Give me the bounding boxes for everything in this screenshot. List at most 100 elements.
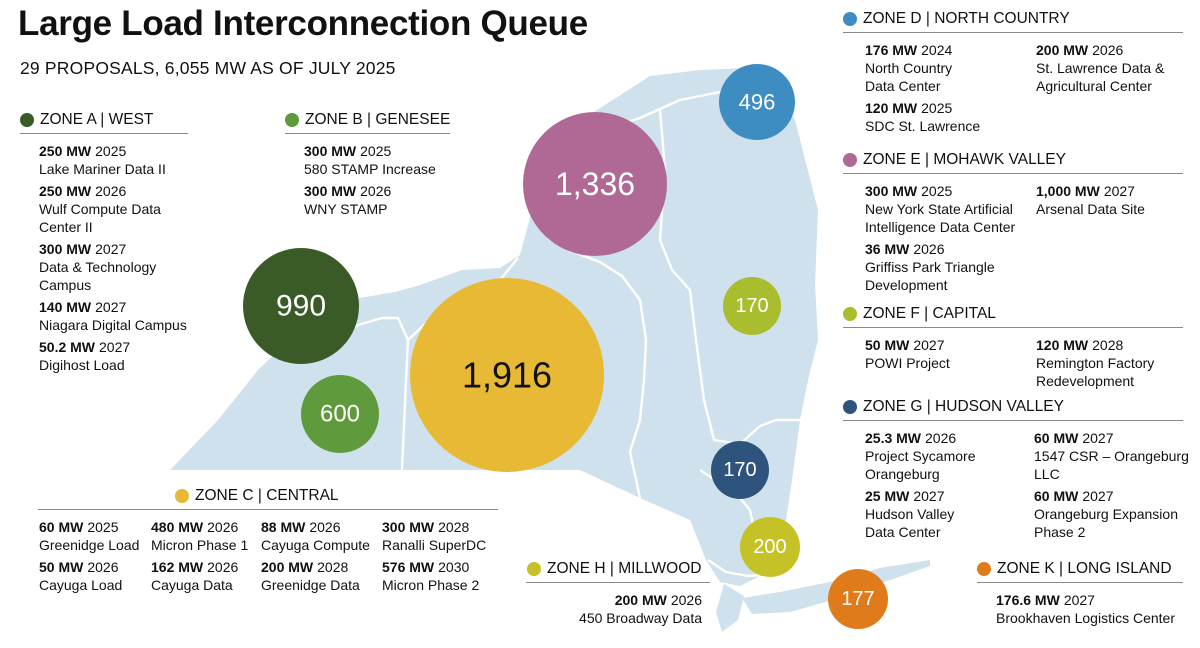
zone-h-header: ZONE H | MILLWOOD	[526, 560, 710, 583]
list-item: 120 MW 2028 Remington Factory Redevelopmen…	[1036, 337, 1155, 389]
zone-f-dot-icon	[843, 307, 857, 321]
list-item: 176 MW 2024 North Country Data Center	[865, 42, 953, 94]
bubble-zone-d-circle	[719, 64, 795, 140]
zone-d-dot-icon	[843, 12, 857, 26]
zone-g-panel: ZONE G | HUDSON VALLEY 25.3 MW 2026 Projec…	[843, 398, 1189, 545]
page-title: Large Load Interconnection Queue	[18, 4, 588, 43]
zone-a-header: ZONE A | WEST	[20, 111, 188, 134]
bubble-zone-b: 600	[301, 375, 379, 453]
zone-f-panel: ZONE F | CAPITAL 50 MW 2027 POWI Project 1…	[843, 305, 1183, 394]
bubble-zone-c-circle	[410, 278, 604, 472]
zone-e-panel: ZONE E | MOHAWK VALLEY 300 MW 2025 New Yor…	[843, 151, 1183, 298]
bubble-zone-d-value: 496	[739, 90, 776, 115]
list-item: 200 MW 2026 St. Lawrence Data & Agricultur…	[1036, 42, 1165, 94]
list-item: 300 MW 2025 New York State Artificial Inte…	[865, 183, 1016, 235]
zone-b-label: ZONE B | GENESEE	[305, 111, 451, 128]
zone-b-panel: ZONE B | GENESEE 300 MW 2025 580 STAMP Inc…	[285, 111, 450, 222]
bubble-zone-g-value: 170	[723, 459, 756, 481]
zone-d-list: 176 MW 2024 North Country Data Center 200 …	[843, 41, 1183, 139]
list-item: 60 MW 2027 Orangeburg Expansion Phase 2	[1034, 488, 1178, 540]
list-item: 140 MW 2027 Niagara Digital Campus	[39, 299, 187, 333]
zone-e-dot-icon	[843, 153, 857, 167]
zone-a-dot-icon	[20, 113, 34, 127]
zone-k-list: 176.6 MW 2027 Brookhaven Logistics Center	[977, 591, 1183, 631]
bubble-zone-k-value: 177	[841, 588, 874, 610]
bubble-zone-k: 177	[828, 569, 888, 629]
list-item: 300 MW 2028 Ranalli SuperDC	[382, 519, 487, 553]
list-item: 200 MW 2028 Greenidge Data	[261, 559, 360, 593]
bubble-zone-a: 990	[243, 248, 359, 364]
bubble-zone-h-circle	[740, 517, 800, 577]
zone-f-list: 50 MW 2027 POWI Project 120 MW 2028 Remingto…	[843, 336, 1183, 394]
zone-h-panel: ZONE H | MILLWOOD 200 MW 2026 450 Broadway…	[526, 560, 710, 631]
zone-e-list: 300 MW 2025 New York State Artificial Inte…	[843, 182, 1183, 298]
list-item: 576 MW 2030 Micron Phase 2	[382, 559, 480, 593]
list-item: 300 MW 2026 WNY STAMP	[304, 183, 392, 217]
list-item: 300 MW 2025 580 STAMP Increase	[304, 143, 436, 177]
zone-k-label: ZONE K | LONG ISLAND	[997, 560, 1172, 577]
zone-h-list: 200 MW 2026 450 Broadway Data	[526, 591, 710, 631]
bubble-zone-g: 170	[711, 441, 769, 499]
bubble-zone-b-circle	[301, 375, 379, 453]
list-item: 60 MW 2025 Greenidge Load	[39, 519, 140, 553]
list-item: 88 MW 2026 Cayuga Compute	[261, 519, 370, 553]
list-item: 1,000 MW 2027 Arsenal Data Site	[1036, 183, 1145, 217]
zone-c-list: 60 MW 2025 Greenidge Load 480 MW 2026 Micron…	[38, 518, 498, 598]
zone-g-dot-icon	[843, 400, 857, 414]
zone-a-label: ZONE A | WEST	[40, 111, 154, 128]
bubble-zone-h-value: 200	[753, 536, 786, 558]
zone-b-list: 300 MW 2025 580 STAMP Increase 300 MW 2026 W…	[285, 142, 450, 222]
zone-c-label: ZONE C | CENTRAL	[195, 487, 339, 504]
zone-b-header: ZONE B | GENESEE	[285, 111, 450, 134]
zone-c-dot-icon	[175, 489, 189, 503]
list-item: 200 MW 2026 450 Broadway Data	[579, 592, 702, 626]
zone-g-label: ZONE G | HUDSON VALLEY	[863, 398, 1064, 415]
list-item: 250 MW 2026 Wulf Compute Data Center II	[39, 183, 161, 235]
zone-h-dot-icon	[527, 562, 541, 576]
list-item: 50.2 MW 2027 Digihost Load	[39, 339, 131, 373]
bubble-zone-g-circle	[711, 441, 769, 499]
list-item: 25.3 MW 2026 Project Sycamore Orangeburg	[865, 430, 976, 482]
list-item: 162 MW 2026 Cayuga Data	[151, 559, 239, 593]
border-a-b	[349, 316, 410, 471]
bubble-zone-a-circle	[243, 248, 359, 364]
zone-k-dot-icon	[977, 562, 991, 576]
list-item: 50 MW 2027 POWI Project	[865, 337, 950, 371]
bubble-zone-a-value: 990	[276, 290, 326, 323]
border-c-e	[547, 236, 648, 499]
list-item: 36 MW 2026 Griffiss Park Triangle Developm…	[865, 241, 995, 293]
zone-d-label: ZONE D | NORTH COUNTRY	[863, 10, 1070, 27]
bubble-zone-h: 200	[740, 517, 800, 577]
bubble-zone-c: 1,916	[410, 278, 604, 472]
zone-c-panel: ZONE C | CENTRAL 60 MW 2025 Greenidge Load…	[38, 487, 498, 598]
zone-h-label: ZONE H | MILLWOOD	[547, 560, 702, 577]
list-item: 300 MW 2027 Data & Technology Campus	[39, 241, 157, 293]
zone-f-label: ZONE F | CAPITAL	[863, 305, 996, 322]
zone-d-panel: ZONE D | NORTH COUNTRY 176 MW 2024 North C…	[843, 10, 1183, 139]
list-item: 25 MW 2027 Hudson Valley Data Center	[865, 488, 955, 540]
zone-a-panel: ZONE A | WEST 250 MW 2025 Lake Mariner Dat…	[20, 111, 188, 378]
bubble-zone-k-circle	[828, 569, 888, 629]
zone-e-label: ZONE E | MOHAWK VALLEY	[863, 151, 1066, 168]
list-item: 120 MW 2025 SDC St. Lawrence	[865, 100, 981, 134]
list-item: 60 MW 2027 1547 CSR – Orangeburg LLC	[1034, 430, 1189, 482]
bubble-zone-e-circle	[523, 112, 667, 256]
bubble-zone-e: 1,336	[523, 112, 667, 256]
page-subtitle: 29 PROPOSALS, 6,055 MW AS OF JULY 2025	[20, 58, 396, 78]
bubble-zone-f-circle	[723, 277, 781, 335]
list-item: 50 MW 2026 Cayuga Load	[39, 559, 123, 593]
zone-f-header: ZONE F | CAPITAL	[843, 305, 1183, 328]
bubble-zone-c-value: 1,916	[462, 355, 552, 396]
list-item: 176.6 MW 2027 Brookhaven Logistics Center	[996, 592, 1175, 626]
list-item: 250 MW 2025 Lake Mariner Data II	[39, 143, 166, 177]
border-h-j	[707, 559, 763, 578]
zone-c-header: ZONE C | CENTRAL	[38, 487, 498, 510]
nyc-area	[716, 584, 744, 632]
bubble-zone-e-value: 1,336	[555, 166, 635, 202]
zone-g-header: ZONE G | HUDSON VALLEY	[843, 398, 1183, 421]
zone-k-header: ZONE K | LONG ISLAND	[977, 560, 1183, 583]
bubble-zone-f-value: 170	[735, 295, 768, 317]
bubble-zone-b-value: 600	[320, 401, 360, 428]
zone-g-list: 25.3 MW 2026 Project Sycamore Orangeburg 6…	[843, 429, 1189, 545]
